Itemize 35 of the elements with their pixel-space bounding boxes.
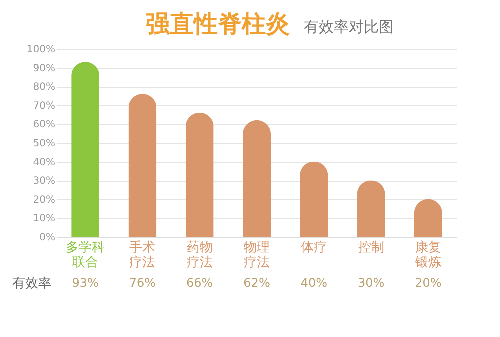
chart-subtitle: 有效率对比图 [304, 18, 394, 38]
bar [414, 199, 442, 237]
y-tick-label: 90% [33, 63, 56, 74]
bar [243, 120, 271, 237]
y-tick-label: 50% [33, 138, 56, 150]
data-label: 76% [129, 276, 156, 290]
y-tick-label: 70% [33, 100, 56, 112]
x-tick-label: 手术疗法 [130, 240, 156, 270]
bar [186, 112, 214, 237]
bar [128, 94, 157, 237]
y-tick-label: 20% [33, 194, 56, 206]
data-label: 40% [300, 276, 328, 290]
x-tick-label: 物理疗法 [244, 240, 270, 270]
y-tick-label: 100% [26, 44, 56, 56]
x-tick-label: 控制 [358, 240, 384, 256]
x-tick-label: 康复锻炼 [414, 240, 442, 270]
bar [357, 180, 386, 237]
data-label: 66% [186, 276, 214, 290]
x-tick-label: 多学科联合 [66, 240, 106, 270]
y-tick-label: 80% [33, 82, 56, 94]
y-tick-label: 40% [33, 157, 56, 168]
data-label: 93% [72, 276, 99, 290]
x-tick-label: 体疗 [301, 240, 328, 256]
data-label: 62% [244, 276, 270, 290]
bar [300, 162, 328, 237]
chart-title: 强直性脊柱炎 [146, 9, 290, 40]
bar [72, 62, 100, 237]
y-tick-label: 0% [40, 232, 56, 244]
text: 有效率 [12, 276, 52, 292]
y-tick-label: 10% [33, 214, 56, 225]
x-tick-label: 药物疗法 [186, 240, 213, 270]
y-tick-label: 30% [33, 176, 56, 188]
y-tick-label: 60% [33, 120, 56, 131]
data-label: 20% [415, 276, 442, 290]
data-label: 30% [358, 276, 385, 290]
